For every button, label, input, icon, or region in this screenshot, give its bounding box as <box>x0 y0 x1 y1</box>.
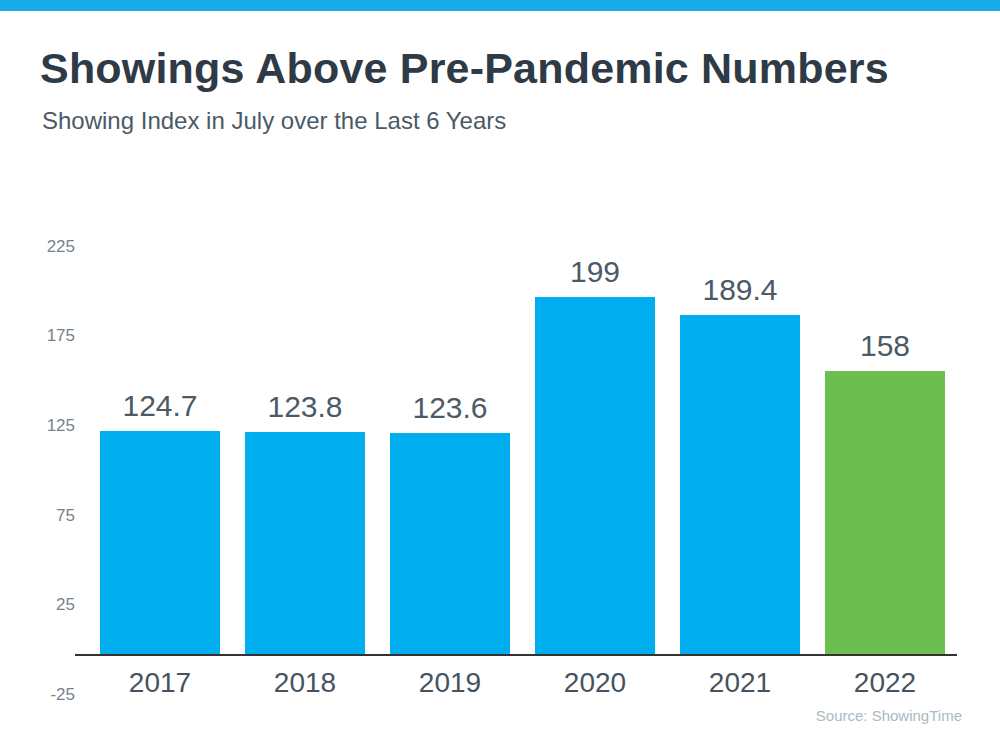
bar-2021 <box>680 315 800 654</box>
x-axis-category-label: 2022 <box>800 667 970 699</box>
x-axis-line <box>75 654 957 656</box>
bar-2018 <box>245 432 365 654</box>
bar-value-label: 158 <box>800 329 970 363</box>
chart-page: Showings Above Pre-Pandemic Numbers Show… <box>0 0 1000 750</box>
bar-chart: 2251751257525-25124.72017123.82018123.62… <box>0 0 1000 750</box>
bar-2017 <box>100 431 220 654</box>
bar-2022 <box>825 371 945 654</box>
y-axis-tick-label: 225 <box>25 237 75 257</box>
y-axis-tick-label: 175 <box>25 326 75 346</box>
bar-value-label: 189.4 <box>655 273 825 307</box>
y-axis-tick-label: 75 <box>25 506 75 526</box>
bar-value-label: 123.6 <box>365 391 535 425</box>
y-axis-tick-label: 25 <box>25 595 75 615</box>
bar-2020 <box>535 297 655 654</box>
y-axis-tick-label: -25 <box>25 685 75 705</box>
y-axis-tick-label: 125 <box>25 416 75 436</box>
bar-2019 <box>390 433 510 654</box>
source-credit: Source: ShowingTime <box>816 707 962 724</box>
